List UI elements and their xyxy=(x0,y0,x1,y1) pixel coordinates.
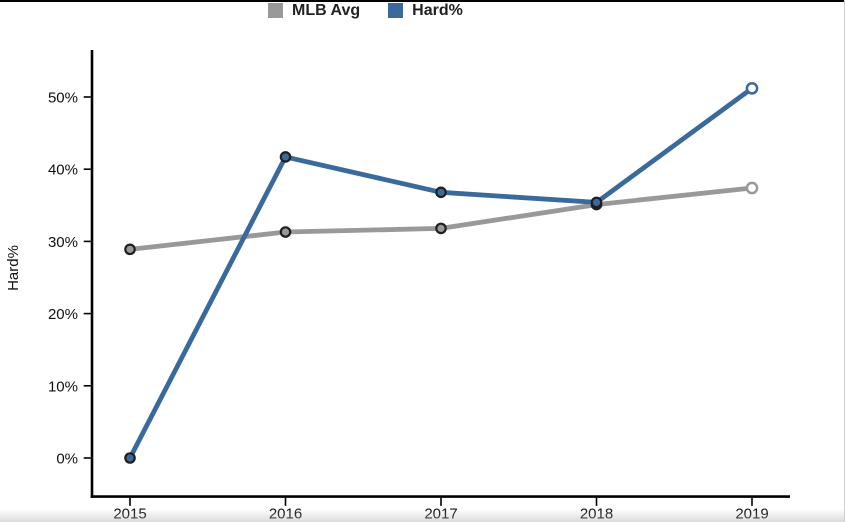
data-point xyxy=(124,243,136,256)
data-point xyxy=(745,81,759,95)
legend-label-hard-pct: Hard% xyxy=(412,2,463,19)
series-line-hard- xyxy=(127,85,755,461)
data-point xyxy=(590,196,603,209)
x-axis-tick-label: 2016 xyxy=(269,506,302,522)
y-axis-tick-label: 50% xyxy=(48,90,78,107)
data-point xyxy=(279,151,292,163)
chart-legend: MLB Avg Hard% xyxy=(268,2,463,19)
x-axis-tick-label: 2015 xyxy=(113,506,146,522)
y-axis-tick-label: 10% xyxy=(48,378,78,395)
mlb-avg-swatch-icon xyxy=(268,3,283,18)
x-axis-tick-label: 2017 xyxy=(424,506,457,522)
y-axis-tick-label: 20% xyxy=(48,306,78,323)
y-axis-title: Hard% xyxy=(5,245,22,291)
y-axis-tick-label: 0% xyxy=(56,451,78,468)
x-axis-tick-label: 2018 xyxy=(580,506,613,522)
hard-pct-swatch-icon xyxy=(388,3,404,18)
top-border-rule xyxy=(0,0,844,2)
data-point xyxy=(124,452,136,464)
legend-item-mlb-avg[interactable]: MLB Avg xyxy=(268,2,361,19)
y-axis-tick-label: 40% xyxy=(48,162,78,179)
legend-label-mlb-avg: MLB Avg xyxy=(292,2,361,19)
data-point xyxy=(435,222,447,235)
data-point xyxy=(435,186,447,199)
data-point xyxy=(745,181,759,195)
data-point xyxy=(279,226,292,238)
y-axis-tick-label: 30% xyxy=(48,234,78,251)
legend-item-hard-pct[interactable]: Hard% xyxy=(388,2,463,19)
x-axis-tick-label: 2019 xyxy=(735,506,768,522)
